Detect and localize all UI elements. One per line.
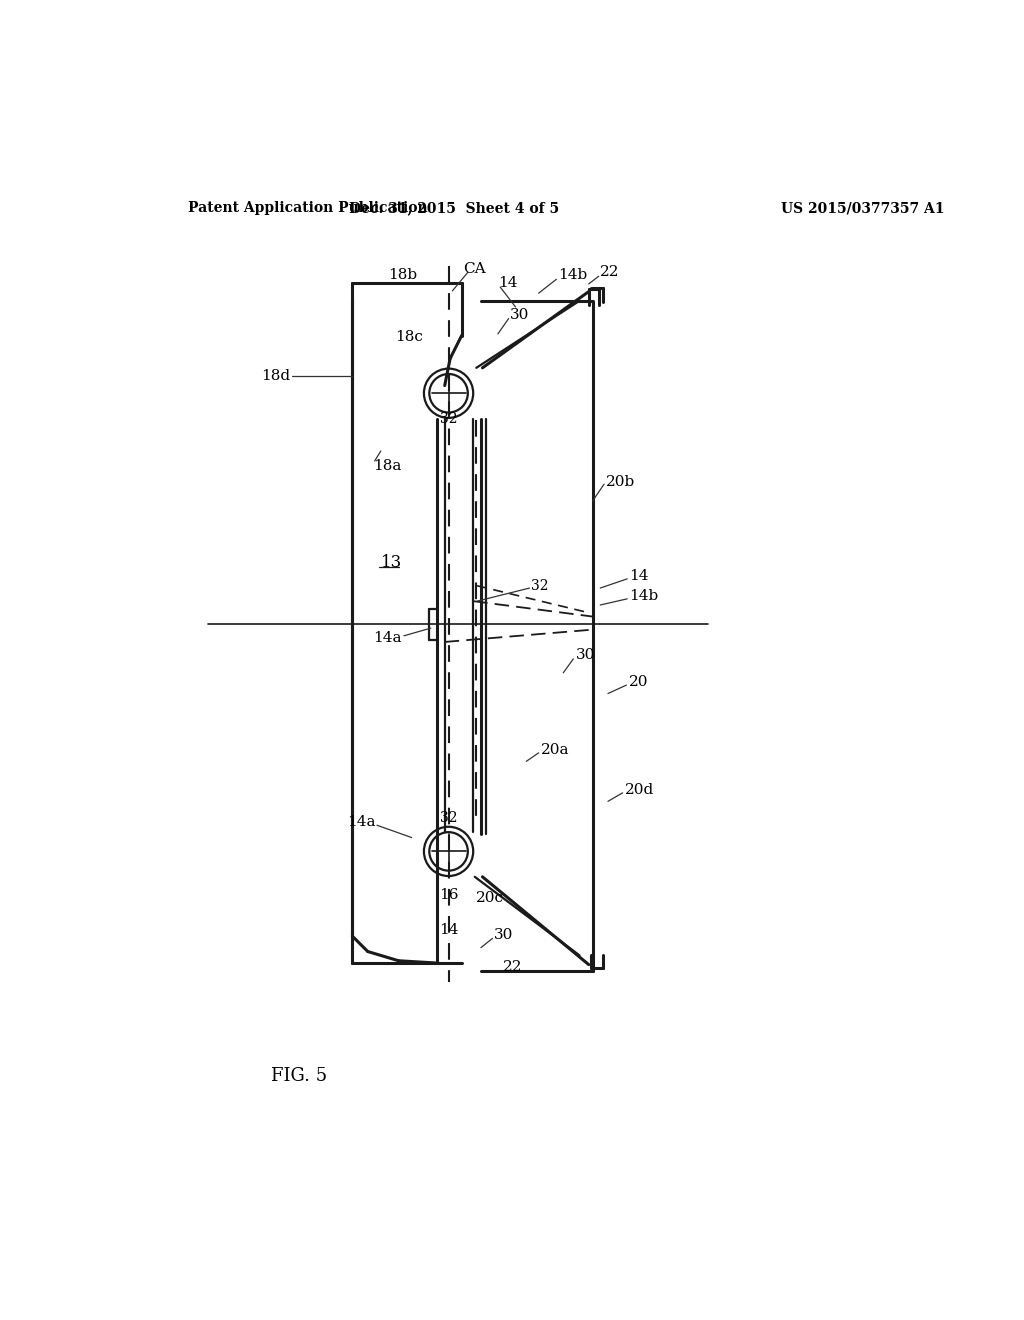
Text: 32: 32 bbox=[440, 412, 458, 425]
Text: 14: 14 bbox=[630, 569, 649, 582]
Text: 20b: 20b bbox=[606, 475, 636, 488]
Text: 16: 16 bbox=[439, 888, 459, 903]
Text: Patent Application Publication: Patent Application Publication bbox=[188, 202, 428, 215]
Text: 30: 30 bbox=[575, 648, 595, 663]
Text: 30: 30 bbox=[510, 308, 529, 322]
Text: 22: 22 bbox=[600, 265, 620, 280]
Text: 32: 32 bbox=[440, 812, 458, 825]
Text: 18d: 18d bbox=[261, 370, 291, 383]
Text: FIG. 5: FIG. 5 bbox=[270, 1067, 327, 1085]
Text: 18b: 18b bbox=[388, 268, 417, 282]
Text: CA: CA bbox=[463, 261, 485, 276]
Text: 18c: 18c bbox=[395, 330, 423, 345]
Text: 14: 14 bbox=[439, 923, 459, 937]
Text: US 2015/0377357 A1: US 2015/0377357 A1 bbox=[781, 202, 945, 215]
Text: Dec. 31, 2015  Sheet 4 of 5: Dec. 31, 2015 Sheet 4 of 5 bbox=[349, 202, 559, 215]
Text: 20c: 20c bbox=[475, 891, 504, 904]
Text: 20a: 20a bbox=[541, 743, 569, 756]
Text: 20d: 20d bbox=[625, 783, 654, 797]
Text: 30: 30 bbox=[494, 928, 513, 941]
Text: 32: 32 bbox=[531, 578, 549, 593]
Text: 13: 13 bbox=[381, 554, 402, 572]
Text: 22: 22 bbox=[503, 960, 522, 974]
Text: 18a: 18a bbox=[373, 459, 401, 474]
Text: 14b: 14b bbox=[558, 268, 587, 282]
Text: 14b: 14b bbox=[630, 589, 658, 603]
Text: 14: 14 bbox=[499, 276, 518, 290]
Text: 20: 20 bbox=[629, 675, 648, 689]
Text: 14a: 14a bbox=[347, 816, 376, 829]
Text: 14a: 14a bbox=[373, 631, 401, 645]
